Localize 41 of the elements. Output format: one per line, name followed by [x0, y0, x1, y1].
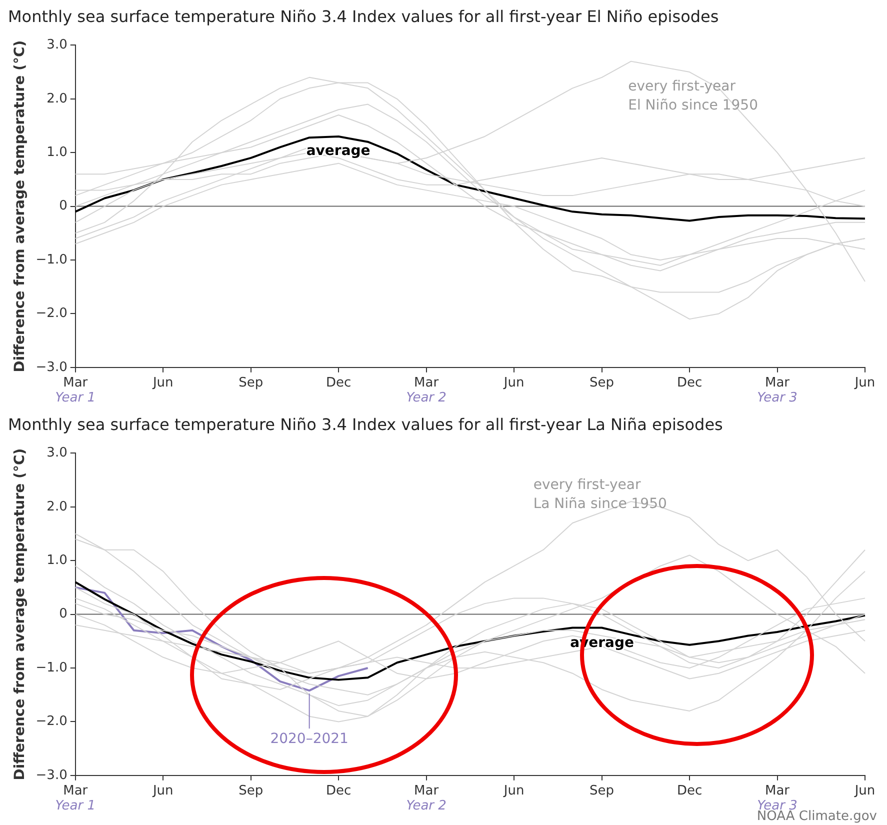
y-tick-label: 2.0 — [46, 499, 68, 514]
annotation: every first-year El Niño since 1950 — [628, 78, 758, 114]
y-tick-label: −3.0 — [36, 768, 68, 783]
y-tick-label: 3.0 — [46, 38, 68, 53]
x-tick-label: Jun — [152, 376, 174, 391]
chart-title: Monthly sea surface temperature Niño 3.4 Index values for all first-year El Niño episodes — [8, 6, 719, 26]
x-tick-label: Dec — [326, 784, 352, 799]
x-tick-label: Sep — [238, 376, 264, 391]
annotation: average — [306, 143, 370, 160]
y-tick-label: −1.0 — [36, 660, 68, 676]
category-label: Mar Year 3 — [757, 376, 798, 406]
y-tick-label: 2.0 — [46, 91, 68, 106]
text: 2020–2021 — [270, 731, 348, 748]
y-tick-label: −3.0 — [36, 360, 68, 375]
y-tick-label: −2.0 — [36, 306, 68, 322]
y-tick-label: 0 — [59, 606, 68, 622]
category-label: Mar Year 1 — [55, 376, 96, 406]
x-tick-label: Jun — [502, 784, 524, 799]
category-label: Mar Year 2 — [406, 784, 446, 814]
annotation: every first-year La Niña since 1950 — [533, 477, 667, 512]
y-tick-label: 0 — [59, 198, 68, 214]
y-tick-label: −2.0 — [36, 714, 68, 730]
x-tick-label: Sep — [238, 784, 264, 799]
x-tick-label: Jun — [854, 376, 876, 391]
y-tick-label: 1.0 — [46, 552, 68, 568]
x-tick-label: Jun — [152, 784, 174, 799]
x-tick-label: Dec — [676, 784, 702, 799]
x-tick-label: Dec — [676, 376, 702, 391]
x-tick-label: Dec — [326, 376, 352, 391]
y-axis-title: Difference from average temperature (°C) — [12, 40, 28, 372]
x-tick-label: Sep — [590, 376, 614, 391]
y-axis-title: Difference from average temperature (°C) — [12, 448, 28, 780]
category-label: Mar Year 2 — [406, 376, 446, 406]
x-tick-label: Jun — [502, 376, 524, 391]
category-label: Mar Year 1 — [55, 784, 96, 814]
y-tick-label: 1.0 — [46, 144, 68, 160]
chart-title: Monthly sea surface temperature Niño 3.4 Index values for all first-year La Niña episodes — [8, 414, 723, 434]
x-tick-label: Sep — [590, 784, 614, 799]
y-tick-label: 3.0 — [46, 446, 68, 461]
y-tick-label: −1.0 — [36, 252, 68, 268]
x-tick-label: Jun — [854, 784, 876, 799]
